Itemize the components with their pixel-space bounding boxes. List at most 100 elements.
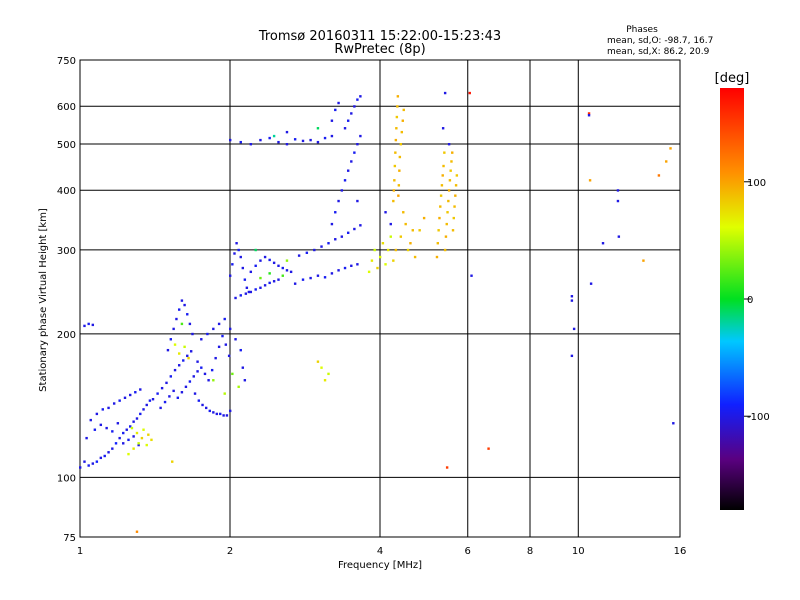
data-point bbox=[217, 345, 221, 349]
data-point bbox=[241, 266, 245, 270]
data-point bbox=[376, 266, 379, 270]
data-point bbox=[239, 255, 242, 259]
data-point bbox=[188, 380, 192, 383]
data-point bbox=[293, 138, 297, 141]
data-point bbox=[343, 127, 347, 130]
data-point bbox=[212, 411, 215, 414]
data-point bbox=[386, 248, 390, 252]
data-point bbox=[107, 406, 110, 410]
data-point bbox=[254, 288, 257, 291]
data-point bbox=[101, 408, 104, 411]
data-point bbox=[214, 356, 217, 360]
data-point bbox=[197, 399, 201, 402]
data-point bbox=[350, 264, 353, 267]
data-point bbox=[334, 108, 337, 112]
data-point bbox=[411, 229, 414, 232]
data-point bbox=[305, 251, 309, 254]
data-point bbox=[243, 278, 247, 281]
data-point bbox=[206, 332, 209, 336]
data-point bbox=[79, 466, 82, 469]
data-point bbox=[135, 431, 139, 435]
colorbar-tick-label: 100 bbox=[747, 178, 766, 189]
data-point bbox=[616, 199, 620, 203]
data-point bbox=[135, 530, 139, 533]
data-point bbox=[404, 222, 407, 226]
data-point bbox=[392, 259, 395, 262]
data-point bbox=[254, 264, 257, 267]
data-point bbox=[327, 372, 330, 376]
data-point bbox=[396, 105, 399, 108]
data-point bbox=[145, 403, 148, 407]
data-point bbox=[239, 294, 242, 297]
data-point bbox=[145, 443, 148, 447]
data-point bbox=[191, 332, 194, 336]
data-point bbox=[346, 119, 350, 122]
info-line-o: mean, sd,O: -98.7, 16.7 bbox=[607, 36, 713, 46]
data-point bbox=[134, 391, 137, 394]
data-point bbox=[259, 286, 262, 289]
data-point bbox=[130, 426, 134, 430]
data-point bbox=[132, 435, 135, 438]
data-point bbox=[293, 282, 297, 285]
data-point bbox=[384, 263, 387, 266]
data-point bbox=[249, 270, 253, 274]
y-axis: 75 100 200 300 400 500 600 750 bbox=[57, 56, 76, 544]
data-point bbox=[334, 211, 337, 214]
data-point bbox=[451, 229, 455, 232]
data-point bbox=[356, 98, 359, 101]
data-point bbox=[330, 272, 334, 275]
x-axis: 1 2 4 6 8 10 16 bbox=[77, 546, 687, 557]
data-point bbox=[330, 222, 334, 226]
data-point bbox=[127, 438, 130, 442]
data-point bbox=[443, 248, 447, 252]
data-point bbox=[159, 406, 162, 410]
data-point bbox=[173, 343, 177, 346]
data-point bbox=[85, 436, 88, 440]
data-point bbox=[111, 447, 114, 450]
data-point bbox=[281, 274, 284, 277]
data-point bbox=[297, 254, 301, 257]
data-point bbox=[334, 238, 337, 241]
data-point bbox=[441, 127, 445, 130]
data-point bbox=[587, 114, 591, 117]
data-point bbox=[277, 140, 280, 144]
x-tick-label: 2 bbox=[227, 546, 233, 557]
data-point bbox=[468, 91, 471, 95]
data-point bbox=[570, 299, 574, 302]
data-point bbox=[168, 395, 171, 398]
info-heading: Phases bbox=[626, 25, 658, 35]
x-tick-label: 10 bbox=[572, 546, 585, 557]
data-point bbox=[187, 356, 190, 360]
data-point bbox=[272, 280, 276, 283]
data-point bbox=[272, 261, 276, 265]
data-point bbox=[438, 216, 441, 220]
data-point bbox=[447, 199, 450, 203]
plot-area bbox=[79, 59, 681, 538]
data-point bbox=[140, 436, 144, 440]
data-point bbox=[337, 101, 340, 105]
data-point bbox=[350, 160, 353, 163]
data-point bbox=[233, 252, 236, 255]
data-point bbox=[379, 255, 382, 259]
data-point bbox=[601, 242, 605, 245]
data-point bbox=[150, 438, 153, 442]
data-point bbox=[193, 392, 197, 395]
data-point bbox=[587, 112, 591, 115]
data-point bbox=[399, 235, 403, 238]
data-point bbox=[285, 269, 289, 272]
data-point bbox=[177, 308, 181, 311]
data-point bbox=[316, 127, 320, 130]
data-point bbox=[99, 423, 103, 427]
data-points bbox=[79, 91, 675, 533]
x-tick-label: 16 bbox=[674, 546, 687, 557]
data-point bbox=[455, 174, 459, 177]
data-point bbox=[353, 151, 356, 154]
data-point bbox=[443, 151, 446, 154]
data-point bbox=[343, 179, 347, 182]
data-point bbox=[340, 189, 344, 192]
data-point bbox=[453, 205, 456, 208]
data-point bbox=[247, 290, 251, 294]
data-point bbox=[231, 263, 234, 266]
data-point bbox=[452, 216, 455, 220]
y-tick-label: 300 bbox=[57, 246, 76, 257]
